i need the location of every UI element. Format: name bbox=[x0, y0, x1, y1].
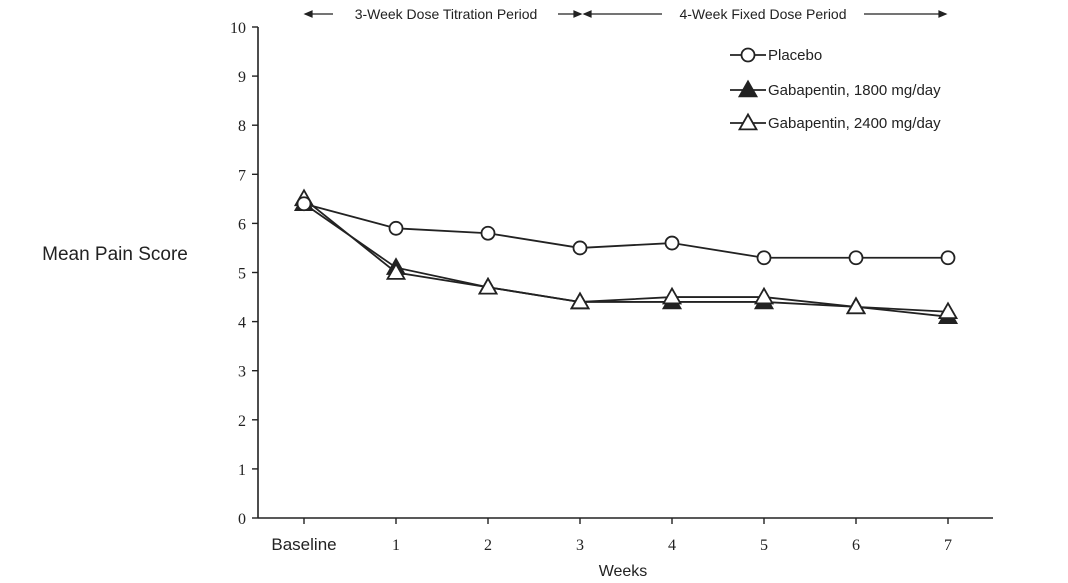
y-tick-label: 3 bbox=[238, 364, 246, 381]
data-point bbox=[937, 301, 959, 320]
data-point bbox=[572, 240, 588, 256]
data-point bbox=[664, 235, 680, 251]
y-axis-label: Mean Pain Score bbox=[42, 244, 188, 265]
x-tick-label: 4 bbox=[668, 537, 676, 554]
legend-label: Placebo bbox=[768, 47, 822, 64]
y-tick-label: 4 bbox=[238, 315, 246, 332]
y-tick-label: 1 bbox=[238, 462, 246, 479]
y-tick-label: 10 bbox=[230, 20, 246, 37]
data-point bbox=[753, 286, 775, 305]
legend: Placebo Gabapentin, 1800 mg/day Gabapentin… bbox=[730, 47, 941, 132]
x-tick-label: Baseline bbox=[271, 535, 336, 554]
data-point bbox=[385, 262, 407, 280]
x-tick-label: 3 bbox=[576, 537, 584, 554]
series-2 bbox=[293, 188, 959, 320]
titration-period-label: 3-Week Dose Titration Period bbox=[355, 6, 538, 22]
series-line bbox=[303, 198, 949, 313]
data-point bbox=[388, 220, 404, 236]
series-layer bbox=[293, 188, 959, 324]
y-tick-label: 5 bbox=[238, 266, 246, 283]
y-tick-label: 9 bbox=[238, 69, 246, 86]
y-axis-ticks: 0 1 2 3 4 5 6 7 8 9 10 bbox=[230, 20, 258, 528]
legend-label: Gabapentin, 2400 mg/day bbox=[768, 115, 941, 132]
data-point bbox=[756, 250, 772, 266]
y-tick-label: 8 bbox=[238, 118, 246, 135]
data-point bbox=[477, 276, 499, 295]
legend-marker bbox=[740, 47, 756, 63]
data-point bbox=[940, 250, 956, 266]
x-axis-label: Weeks bbox=[599, 563, 648, 580]
legend-marker bbox=[737, 79, 759, 98]
fixed-period-label: 4-Week Fixed Dose Period bbox=[679, 6, 846, 22]
data-point bbox=[661, 286, 683, 305]
series-0 bbox=[296, 196, 956, 266]
data-point bbox=[296, 196, 312, 212]
data-point bbox=[845, 296, 867, 315]
period-annotation bbox=[303, 10, 948, 18]
legend-item: Placebo bbox=[730, 47, 822, 64]
x-tick-label: 1 bbox=[392, 537, 400, 554]
x-tick-label: 7 bbox=[944, 537, 952, 554]
legend-marker bbox=[737, 112, 759, 131]
data-point bbox=[480, 225, 496, 241]
legend-item: Gabapentin, 2400 mg/day bbox=[730, 112, 941, 132]
y-tick-label: 0 bbox=[238, 511, 246, 528]
x-axis-ticks: Baseline 1 2 3 4 5 6 7 bbox=[271, 518, 952, 554]
legend-label: Gabapentin, 1800 mg/day bbox=[768, 82, 941, 99]
data-point bbox=[569, 291, 591, 310]
y-tick-label: 6 bbox=[238, 216, 246, 233]
y-tick-label: 2 bbox=[238, 413, 246, 430]
y-tick-label: 7 bbox=[238, 167, 246, 184]
x-tick-label: 5 bbox=[760, 537, 768, 554]
data-point bbox=[848, 250, 864, 266]
x-tick-label: 6 bbox=[852, 537, 860, 554]
series-line bbox=[303, 202, 948, 259]
legend-item: Gabapentin, 1800 mg/day bbox=[730, 79, 941, 99]
x-tick-label: 2 bbox=[484, 537, 492, 554]
